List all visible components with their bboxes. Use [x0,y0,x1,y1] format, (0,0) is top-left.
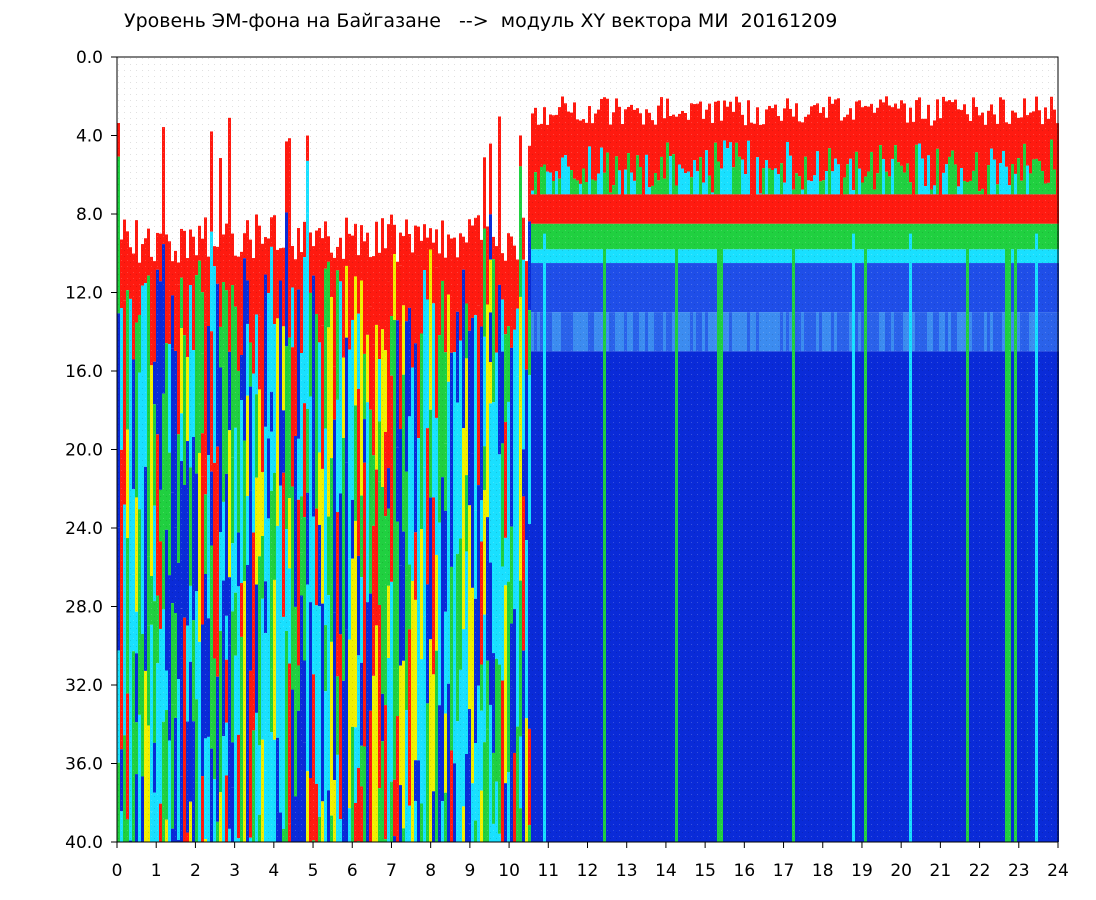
x-tick-label: 16 [734,861,756,881]
y-tick-label: 24.0 [65,519,103,539]
y-tick-label: 4.0 [76,127,103,147]
x-tick-label: 9 [464,861,475,881]
plot-area [117,57,1059,842]
x-tick-label: 0 [112,861,123,881]
x-axis: 0 1 2 3 4 5 6 7 8 9 10 11 12 13 14 15 16 17 18 19 20 21 22 23 24 [112,842,1069,881]
y-tick-label: 0.0 [76,48,103,68]
x-tick-label: 15 [694,861,716,881]
x-tick-label: 8 [425,861,436,881]
noise-overlay [117,57,1058,842]
y-tick-label: 40.0 [65,833,103,853]
y-tick-label: 36.0 [65,755,103,775]
y-tick-label: 32.0 [65,676,103,696]
y-tick-label: 20.0 [65,441,103,461]
y-tick-label: 8.0 [76,205,103,225]
x-tick-label: 23 [1008,861,1030,881]
x-tick-label: 6 [347,861,358,881]
x-tick-label: 20 [890,861,912,881]
y-tick-label: 16.0 [65,362,103,382]
x-tick-label: 13 [616,861,638,881]
x-tick-label: 14 [655,861,677,881]
x-tick-label: 21 [930,861,952,881]
x-tick-label: 4 [268,861,279,881]
x-tick-label: 17 [773,861,795,881]
x-tick-label: 3 [229,861,240,881]
x-tick-label: 24 [1047,861,1069,881]
x-tick-label: 7 [386,861,397,881]
x-tick-label: 18 [812,861,834,881]
chart-title: Уровень ЭМ-фона на Байгазане --> модуль … [124,10,838,32]
x-tick-label: 2 [190,861,201,881]
x-tick-label: 12 [577,861,599,881]
x-tick-label: 10 [498,861,520,881]
x-tick-label: 22 [969,861,991,881]
y-axis: 0.0 4.0 8.0 12.0 16.0 20.0 24.0 28.0 32.0 36.0 40.… [65,48,117,853]
x-tick-label: 19 [851,861,873,881]
x-tick-label: 1 [151,861,162,881]
x-tick-label: 5 [308,861,319,881]
y-tick-label: 28.0 [65,598,103,618]
y-tick-label: 12.0 [65,284,103,304]
x-tick-label: 11 [537,861,559,881]
